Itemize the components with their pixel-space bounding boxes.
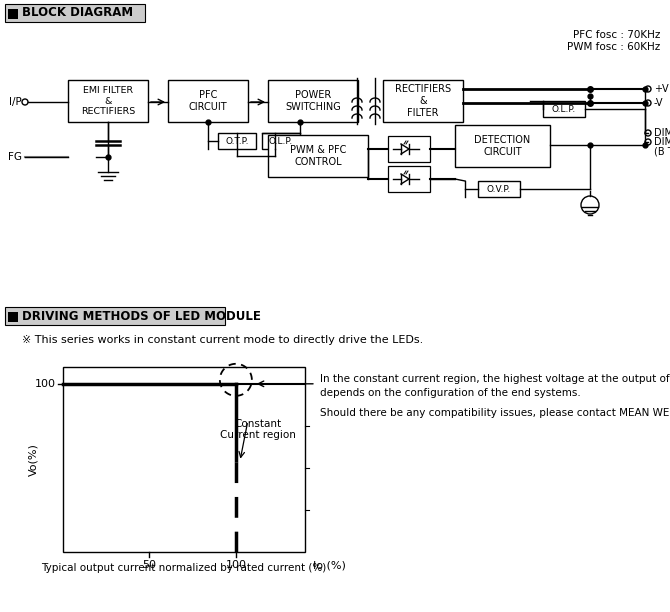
Text: 100: 100 <box>225 560 247 570</box>
Text: Vo(%): Vo(%) <box>28 443 38 476</box>
FancyBboxPatch shape <box>8 9 18 19</box>
FancyBboxPatch shape <box>455 125 550 167</box>
Text: BLOCK DIAGRAM: BLOCK DIAGRAM <box>22 7 133 20</box>
Text: 100: 100 <box>35 379 56 389</box>
Text: -V: -V <box>654 98 663 108</box>
Text: Typical output current normalized by rated current (%): Typical output current normalized by rat… <box>42 563 327 573</box>
Text: (B Type): (B Type) <box>654 147 670 157</box>
FancyBboxPatch shape <box>262 133 300 149</box>
FancyBboxPatch shape <box>543 101 585 117</box>
Text: In the constant current region, the highest voltage at the output of the driver: In the constant current region, the high… <box>320 374 670 384</box>
Text: PFC
CIRCUIT: PFC CIRCUIT <box>189 90 227 112</box>
Text: +V: +V <box>654 84 669 94</box>
FancyBboxPatch shape <box>388 136 430 162</box>
Text: EMI FILTER
&
RECTIFIERS: EMI FILTER & RECTIFIERS <box>81 86 135 116</box>
Text: DIM+: DIM+ <box>654 128 670 138</box>
FancyBboxPatch shape <box>5 307 225 325</box>
FancyBboxPatch shape <box>478 181 520 197</box>
FancyBboxPatch shape <box>388 166 430 192</box>
Text: O.L.P.: O.L.P. <box>552 105 576 113</box>
FancyBboxPatch shape <box>218 133 256 149</box>
Text: Constant
Current region: Constant Current region <box>220 419 295 441</box>
Text: Should there be any compatibility issues, please contact MEAN WELL.: Should there be any compatibility issues… <box>320 408 670 418</box>
FancyBboxPatch shape <box>68 80 148 122</box>
Text: RECTIFIERS
&
FILTER: RECTIFIERS & FILTER <box>395 84 451 118</box>
FancyBboxPatch shape <box>8 312 18 322</box>
FancyBboxPatch shape <box>168 80 248 122</box>
FancyBboxPatch shape <box>383 80 463 122</box>
Text: DIM-: DIM- <box>654 137 670 147</box>
Text: I/P: I/P <box>9 97 22 107</box>
FancyBboxPatch shape <box>268 80 358 122</box>
Text: FG: FG <box>8 152 22 162</box>
Text: ※ This series works in constant current mode to directly drive the LEDs.: ※ This series works in constant current … <box>22 335 423 345</box>
Text: DRIVING METHODS OF LED MODULE: DRIVING METHODS OF LED MODULE <box>22 310 261 323</box>
Text: 50: 50 <box>143 560 156 570</box>
Text: PFC fosc : 70KHz
PWM fosc : 60KHz: PFC fosc : 70KHz PWM fosc : 60KHz <box>567 30 660 51</box>
FancyBboxPatch shape <box>5 4 145 22</box>
Text: O.T.P.: O.T.P. <box>225 136 249 146</box>
Text: Io (%): Io (%) <box>313 560 346 570</box>
Text: O.L.P.: O.L.P. <box>269 136 293 146</box>
Text: PWM & PFC
CONTROL: PWM & PFC CONTROL <box>290 145 346 167</box>
Text: POWER
SWITCHING: POWER SWITCHING <box>285 90 341 112</box>
FancyBboxPatch shape <box>63 367 305 552</box>
Text: DETECTION
CIRCUIT: DETECTION CIRCUIT <box>474 135 531 157</box>
Text: O.V.P.: O.V.P. <box>487 184 511 193</box>
FancyBboxPatch shape <box>268 135 368 177</box>
Text: depends on the configuration of the end systems.: depends on the configuration of the end … <box>320 388 581 398</box>
